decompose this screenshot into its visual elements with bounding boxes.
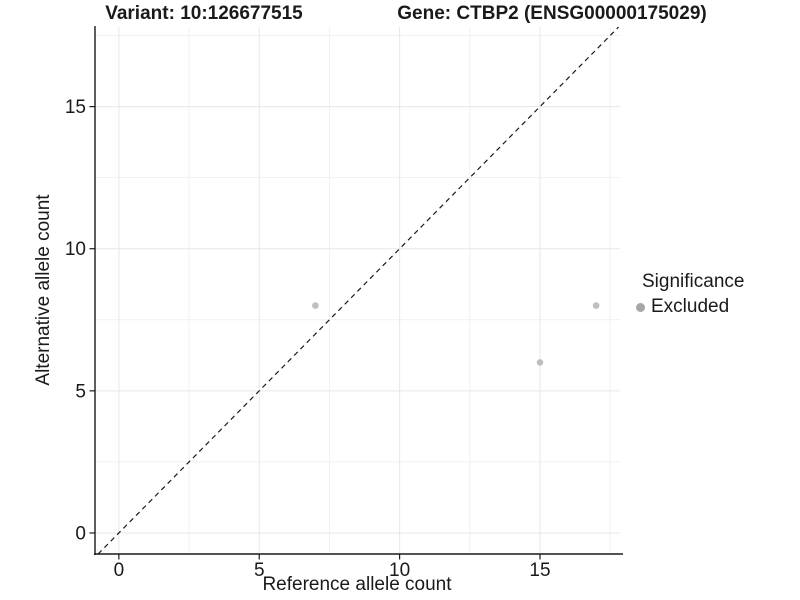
x-axis-title: Reference allele count xyxy=(262,574,452,595)
y-axis-title: Alternative allele count xyxy=(33,194,54,386)
legend: Significance Excluded xyxy=(636,271,744,318)
x-tick-label: 10 xyxy=(389,560,410,581)
legend-title: Significance xyxy=(642,271,745,292)
variant-title: Variant: 10:126677515 xyxy=(105,3,303,24)
gene-title: Gene: CTBP2 (ENSG00000175029) xyxy=(397,3,707,24)
data-point xyxy=(592,302,600,309)
y-tick-label: 10 xyxy=(65,239,86,260)
x-tick-label: 0 xyxy=(114,560,125,581)
y-tick-label: 15 xyxy=(65,97,86,118)
y-tick-label: 0 xyxy=(75,523,86,544)
x-tick-label: 15 xyxy=(529,560,550,581)
y-tick-label: 5 xyxy=(75,381,86,402)
legend-entry-label: Excluded xyxy=(651,296,730,317)
legend-key-dot-icon xyxy=(636,302,645,312)
identity-dashed-line xyxy=(97,26,620,555)
x-tick-label: 5 xyxy=(254,560,265,581)
data-point xyxy=(536,359,544,366)
data-point xyxy=(312,302,319,309)
legend-entry-excluded: Excluded xyxy=(636,296,744,318)
